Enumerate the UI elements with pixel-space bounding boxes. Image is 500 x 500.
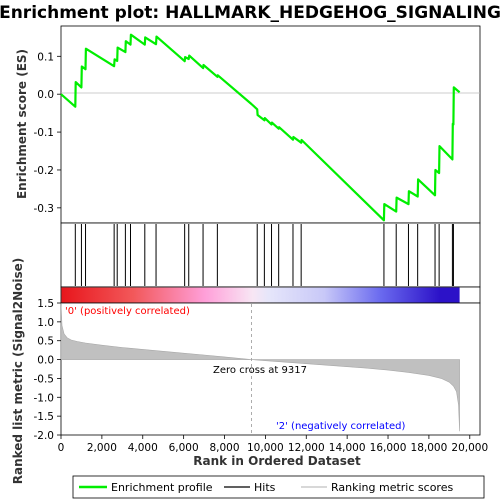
x-tick-label: 20,000 [451, 442, 488, 454]
chart-title: Enrichment plot: HALLMARK_HEDGEHOG_SIGNA… [0, 3, 500, 23]
x-tick-label: 4,000 [128, 442, 158, 454]
es-series-line [60, 33, 461, 222]
x-axis-label: Rank in Ordered Dataset [193, 454, 361, 468]
metric-y-tick-label: -1.5 [34, 411, 55, 423]
legend-box [72, 475, 485, 499]
legend-hits-label: Hits [254, 481, 276, 494]
x-tick-label: 18,000 [411, 442, 448, 454]
metric-y-tick-label: 0.5 [37, 336, 54, 348]
metric-y-tick-label: 1.5 [37, 298, 54, 310]
es-panel: 0.1 0.0 -0.1 -0.2 -0.3 Enrichment score (ES) [15, 25, 481, 224]
metric-area [60, 302, 460, 432]
es-y-tick-label: -0.2 [34, 165, 55, 177]
metric-panel: 1.5 1.0 0.5 0.0 -0.5 -1.0 -1.5 -2.0 0 2,000 4,000… [11, 258, 488, 485]
es-y-tick-label: 0.0 [37, 89, 54, 101]
es-y-tick-label: -0.1 [34, 127, 55, 139]
metric-y-ticks: 1.5 1.0 0.5 0.0 -0.5 -1.0 -1.5 -2.0 [34, 298, 61, 442]
legend: Enrichment profile Hits Ranking metric s… [72, 475, 485, 499]
x-tick-label: 8,000 [209, 442, 239, 454]
rank-color-bar [61, 287, 460, 303]
x-tick-label: 16,000 [370, 442, 407, 454]
metric-y-tick-label: -2.0 [34, 430, 55, 442]
hits-plot-area [60, 222, 481, 288]
negative-label: '2' (negatively correlated) [276, 421, 405, 432]
zero-cross-label: Zero cross at 9317 [213, 365, 307, 376]
metric-x-ticks: 0 2,000 4,000 6,000 8,000 10,000 12,000 14,000 1… [58, 435, 488, 454]
x-tick-label: 6,000 [169, 442, 199, 454]
metric-y-tick-label: -1.0 [34, 392, 55, 404]
hits-marks [74, 224, 454, 286]
positive-label: '0' (positively correlated) [65, 306, 190, 317]
x-tick-label: 14,000 [329, 442, 366, 454]
metric-y-axis-label: Ranked list metric (Signal2Noise) [11, 258, 25, 485]
legend-metric-label: Ranking metric scores [331, 481, 453, 494]
x-tick-label: 0 [58, 442, 65, 454]
hits-panel [60, 222, 481, 288]
es-y-tick-label: -0.3 [34, 203, 55, 215]
metric-y-tick-label: -0.5 [34, 373, 55, 385]
metric-y-tick-label: 0.0 [37, 355, 54, 367]
x-tick-label: 10,000 [247, 442, 284, 454]
es-y-ticks: 0.1 0.0 -0.1 -0.2 -0.3 [34, 51, 61, 215]
x-tick-label: 2,000 [87, 442, 117, 454]
es-y-axis-label: Enrichment score (ES) [15, 49, 29, 199]
legend-es-label: Enrichment profile [111, 481, 213, 494]
x-tick-label: 12,000 [288, 442, 325, 454]
metric-y-tick-label: 1.0 [37, 317, 54, 329]
es-y-tick-label: 0.1 [37, 51, 54, 63]
